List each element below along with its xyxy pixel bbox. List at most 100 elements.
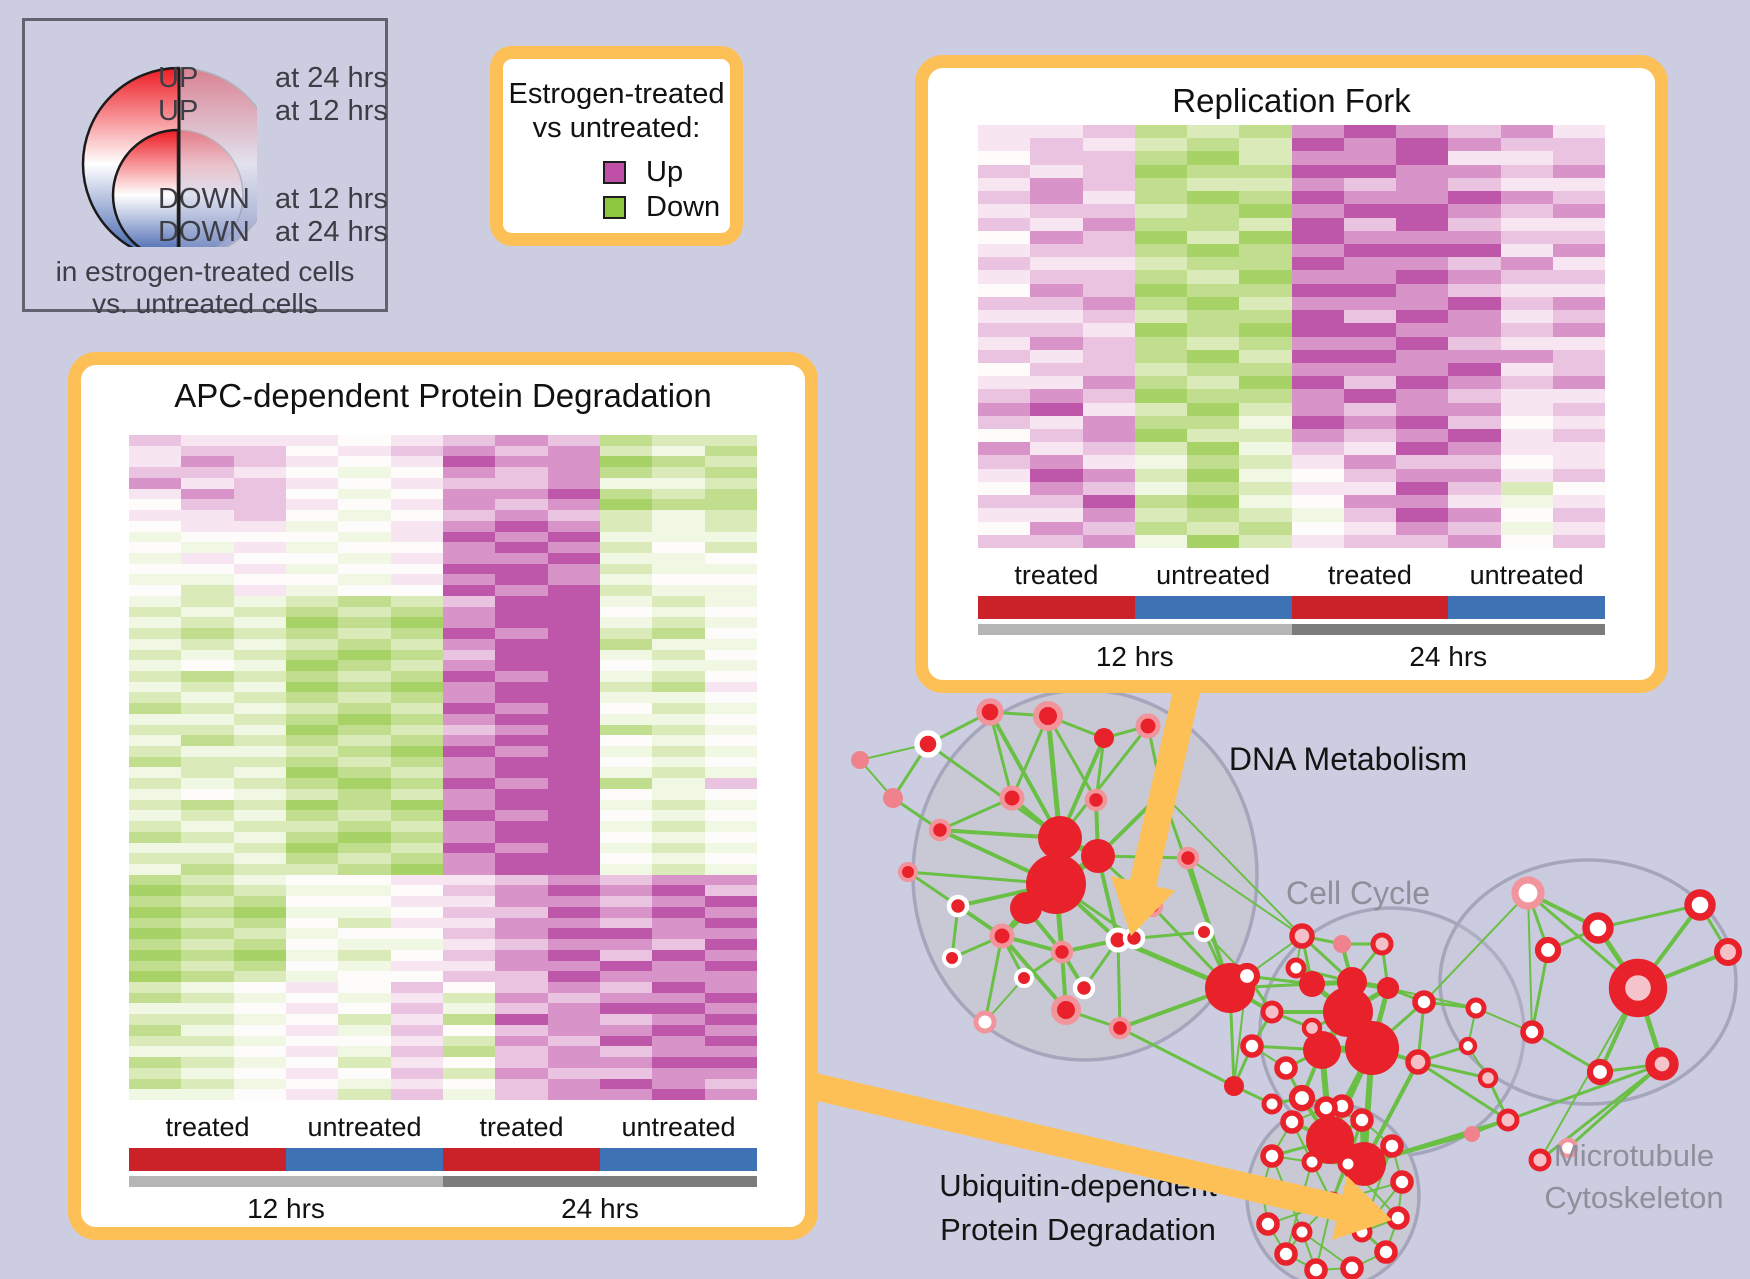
heatmap-cell bbox=[442, 520, 496, 532]
heatmap-cell bbox=[704, 649, 757, 661]
heatmap-cell bbox=[1187, 243, 1240, 258]
heatmap-cell bbox=[547, 799, 600, 811]
heatmap-cell bbox=[1343, 376, 1396, 390]
heatmap-cell bbox=[1552, 402, 1605, 416]
heatmap-cell bbox=[1239, 230, 1292, 244]
heatmap-cell bbox=[1291, 270, 1344, 284]
heatmap-cell bbox=[181, 831, 234, 843]
heatmap-cell bbox=[547, 531, 600, 543]
heatmap-cell bbox=[1134, 217, 1187, 231]
heatmap-cell bbox=[1448, 429, 1501, 443]
heatmap-cell bbox=[495, 456, 548, 468]
heatmap-cell bbox=[978, 283, 1031, 297]
heatmap-cell bbox=[1500, 283, 1553, 297]
heatmap-cell bbox=[1343, 191, 1396, 205]
heatmap-cell bbox=[442, 939, 496, 950]
heatmap-cell bbox=[652, 735, 705, 747]
heatmap-cell bbox=[1343, 362, 1396, 377]
heatmap-cell bbox=[442, 810, 496, 822]
heatmap-cell bbox=[599, 821, 653, 832]
heatmap-cell bbox=[233, 724, 286, 736]
heatmap-cell bbox=[390, 831, 443, 843]
heatmap-cell bbox=[181, 949, 234, 961]
heatmap-cell bbox=[285, 1035, 339, 1047]
heatmap-cell bbox=[390, 821, 443, 832]
legend-up-24-direction: UP bbox=[158, 62, 199, 94]
heatmap-cell bbox=[1552, 349, 1605, 363]
heatmap-cell bbox=[285, 510, 339, 521]
heatmap-cell bbox=[285, 445, 339, 457]
heatmap-cell bbox=[1030, 336, 1083, 350]
heatmap-cell bbox=[181, 531, 234, 543]
heatmap-cell bbox=[1187, 429, 1240, 443]
heatmap-cell bbox=[285, 477, 339, 489]
heatmap-cell bbox=[390, 864, 443, 875]
heatmap-cell bbox=[704, 638, 757, 650]
heatmap-cell bbox=[233, 499, 286, 511]
heatmap-cell bbox=[547, 1067, 600, 1079]
heatmap-cell bbox=[285, 488, 339, 500]
heatmap-cell bbox=[1187, 257, 1240, 271]
heatmap-cell bbox=[1448, 204, 1501, 218]
heatmap-cell bbox=[285, 939, 339, 950]
heatmap-cell bbox=[338, 982, 391, 993]
legend-up-12-direction: UP bbox=[158, 95, 199, 127]
heatmap-cell bbox=[1343, 217, 1396, 231]
heatmap-cell bbox=[1500, 362, 1553, 377]
heatmap-cell bbox=[181, 456, 234, 468]
heatmap-cell bbox=[390, 681, 443, 693]
heatmap-cell bbox=[338, 788, 391, 800]
heatmap-cell bbox=[1396, 455, 1449, 469]
gene-node-dna-metabolism bbox=[1026, 854, 1086, 914]
cluster-label: Cell Cycle bbox=[1286, 875, 1430, 911]
condition-color-segment bbox=[978, 596, 1135, 619]
gene-node-dna-metabolism bbox=[883, 788, 903, 808]
heatmap-cell bbox=[233, 756, 286, 768]
treatment-group-label: treated bbox=[1327, 560, 1412, 590]
heatmap-cell bbox=[978, 389, 1031, 403]
heatmap-cell bbox=[704, 1003, 757, 1015]
heatmap-cell bbox=[704, 831, 757, 843]
gene-node-dna-metabolism bbox=[1014, 968, 1034, 988]
heatmap-cell bbox=[390, 1003, 443, 1015]
heatmap-cell bbox=[1343, 429, 1396, 443]
heatmap-cell bbox=[233, 1003, 286, 1015]
heatmap-cell bbox=[338, 1003, 391, 1015]
heatmap-cell bbox=[652, 585, 705, 596]
gene-node-ubiquitin-degradation bbox=[1280, 1110, 1304, 1134]
heatmap-cell bbox=[129, 735, 182, 747]
heatmap-cell bbox=[338, 467, 391, 478]
heatmap-cell bbox=[599, 703, 653, 714]
heatmap-cell bbox=[285, 531, 339, 543]
heatmap-cell bbox=[704, 992, 757, 1004]
heatmap-cell bbox=[1396, 310, 1449, 324]
heatmap-cell bbox=[442, 1067, 496, 1079]
heatmap-cell bbox=[1500, 310, 1553, 324]
heatmap-cell bbox=[181, 992, 234, 1004]
heatmap-cell bbox=[547, 928, 600, 940]
heatmap-cell bbox=[442, 853, 496, 865]
apc-time-labels: 12 hrs 24 hrs bbox=[129, 1192, 757, 1226]
gene-node-microtubule-cytoskeleton bbox=[1557, 1137, 1579, 1159]
heatmap-cell bbox=[1082, 296, 1135, 311]
heatmap-cell bbox=[1082, 534, 1135, 548]
up-label: Up bbox=[646, 155, 684, 188]
heatmap-cell bbox=[285, 746, 339, 757]
heatmap-cell bbox=[181, 499, 234, 511]
network-edge bbox=[927, 742, 1061, 840]
heatmap-cell bbox=[704, 971, 757, 983]
heatmap-cell bbox=[1134, 164, 1187, 178]
heatmap-cell bbox=[442, 574, 496, 586]
heatmap-cell bbox=[1291, 177, 1344, 192]
heatmap-cell bbox=[495, 982, 548, 993]
cluster-circle-microtubule-cytoskeleton bbox=[1438, 858, 1738, 1106]
heatmap-cell bbox=[652, 756, 705, 768]
heatmap-cell bbox=[181, 520, 234, 532]
heatmap-cell bbox=[495, 906, 548, 918]
gene-node-dna-metabolism bbox=[1194, 922, 1214, 942]
apc-treatment-labels: treated untreated treated untreated bbox=[129, 1110, 757, 1144]
heatmap-cell bbox=[1239, 521, 1292, 535]
heatmap-cell bbox=[390, 510, 443, 521]
heatmap-cell bbox=[285, 928, 339, 940]
heatmap-cell bbox=[495, 1089, 548, 1100]
